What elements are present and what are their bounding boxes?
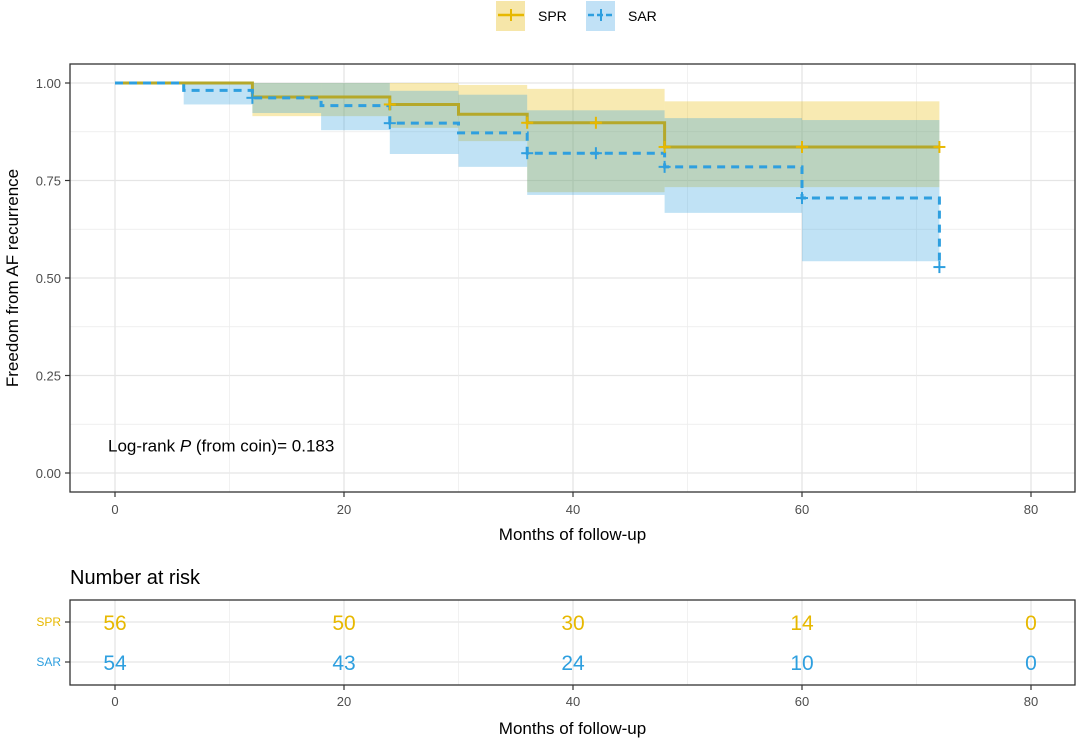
risk-x-axis: 0 20 40 60 80 <box>111 685 1038 709</box>
risk-cell-spr: 0 <box>1025 612 1037 635</box>
censor-marks <box>246 91 946 274</box>
risk-cell-spr: 30 <box>561 612 584 635</box>
x-axis-title: Months of follow-up <box>499 525 646 544</box>
survival-curve-sar <box>115 81 941 268</box>
legend: SPR SAR <box>496 1 657 31</box>
annotation-prefix: Log-rank <box>108 437 180 456</box>
risk-x-tick-label: 20 <box>337 694 351 709</box>
risk-x-tick-label: 60 <box>795 694 809 709</box>
ci-band-spr <box>252 83 390 117</box>
risk-x-tick-label: 40 <box>566 694 580 709</box>
legend-item-spr: SPR <box>496 1 567 31</box>
ci-band-sar <box>802 120 940 262</box>
risk-x-tick-label: 80 <box>1024 694 1038 709</box>
y-tick-label: 0.00 <box>36 466 61 481</box>
risk-cell-spr: 56 <box>103 612 126 635</box>
y-tick-label: 0.50 <box>36 271 61 286</box>
risk-x-axis-title: Months of follow-up <box>499 719 646 738</box>
risk-table-title: Number at risk <box>70 567 201 589</box>
risk-cell-spr: 50 <box>332 612 355 635</box>
y-axis-title: Freedom from AF recurrence <box>3 169 22 387</box>
risk-cell-sar: 10 <box>790 652 813 675</box>
survival-panel: 0.00 0.25 0.50 0.75 1.00 0 20 40 60 80 Log-rank … <box>3 63 1076 544</box>
x-tick-label: 40 <box>566 502 580 517</box>
x-tick-label: 0 <box>111 502 118 517</box>
ci-band-sar <box>183 83 253 105</box>
risk-cell-sar: 54 <box>103 652 127 675</box>
y-tick-label: 0.75 <box>36 174 61 189</box>
risk-table: Number at risk 56 50 30 14 0 54 43 24 10 0 SPR SAR… <box>36 567 1076 738</box>
risk-x-tick-label: 0 <box>111 694 118 709</box>
logrank-annotation: Log-rank P (from coin)= 0.183 <box>108 437 334 456</box>
ci-band-sar <box>458 94 528 167</box>
risk-row-labels: SPR SAR <box>36 615 70 669</box>
grid <box>70 64 1075 492</box>
legend-label-spr: SPR <box>538 8 567 24</box>
risk-cell-spr: 14 <box>790 612 814 635</box>
risk-row-label-sar: SAR <box>36 655 61 669</box>
x-tick-label: 80 <box>1024 502 1038 517</box>
risk-cell-sar: 43 <box>332 652 355 675</box>
ci-band-spr <box>527 88 665 193</box>
risk-values: 56 50 30 14 0 54 43 24 10 0 <box>103 612 1037 675</box>
x-axis: 0 20 40 60 80 <box>111 492 1038 517</box>
legend-label-sar: SAR <box>628 8 657 24</box>
confidence-bands <box>183 83 940 262</box>
y-tick-label: 1.00 <box>36 76 61 91</box>
x-tick-label: 60 <box>795 502 809 517</box>
y-tick-label: 0.25 <box>36 369 61 384</box>
risk-row-label-spr: SPR <box>36 615 61 629</box>
y-axis: 0.00 0.25 0.50 0.75 1.00 <box>36 76 70 481</box>
risk-cell-sar: 0 <box>1025 652 1037 675</box>
x-tick-label: 20 <box>337 502 351 517</box>
annotation-p: P <box>180 437 192 456</box>
annotation-suffix: (from coin)= 0.183 <box>191 437 334 456</box>
risk-grid <box>70 600 1075 685</box>
legend-item-sar: SAR <box>586 1 657 31</box>
risk-cell-sar: 24 <box>561 652 585 675</box>
